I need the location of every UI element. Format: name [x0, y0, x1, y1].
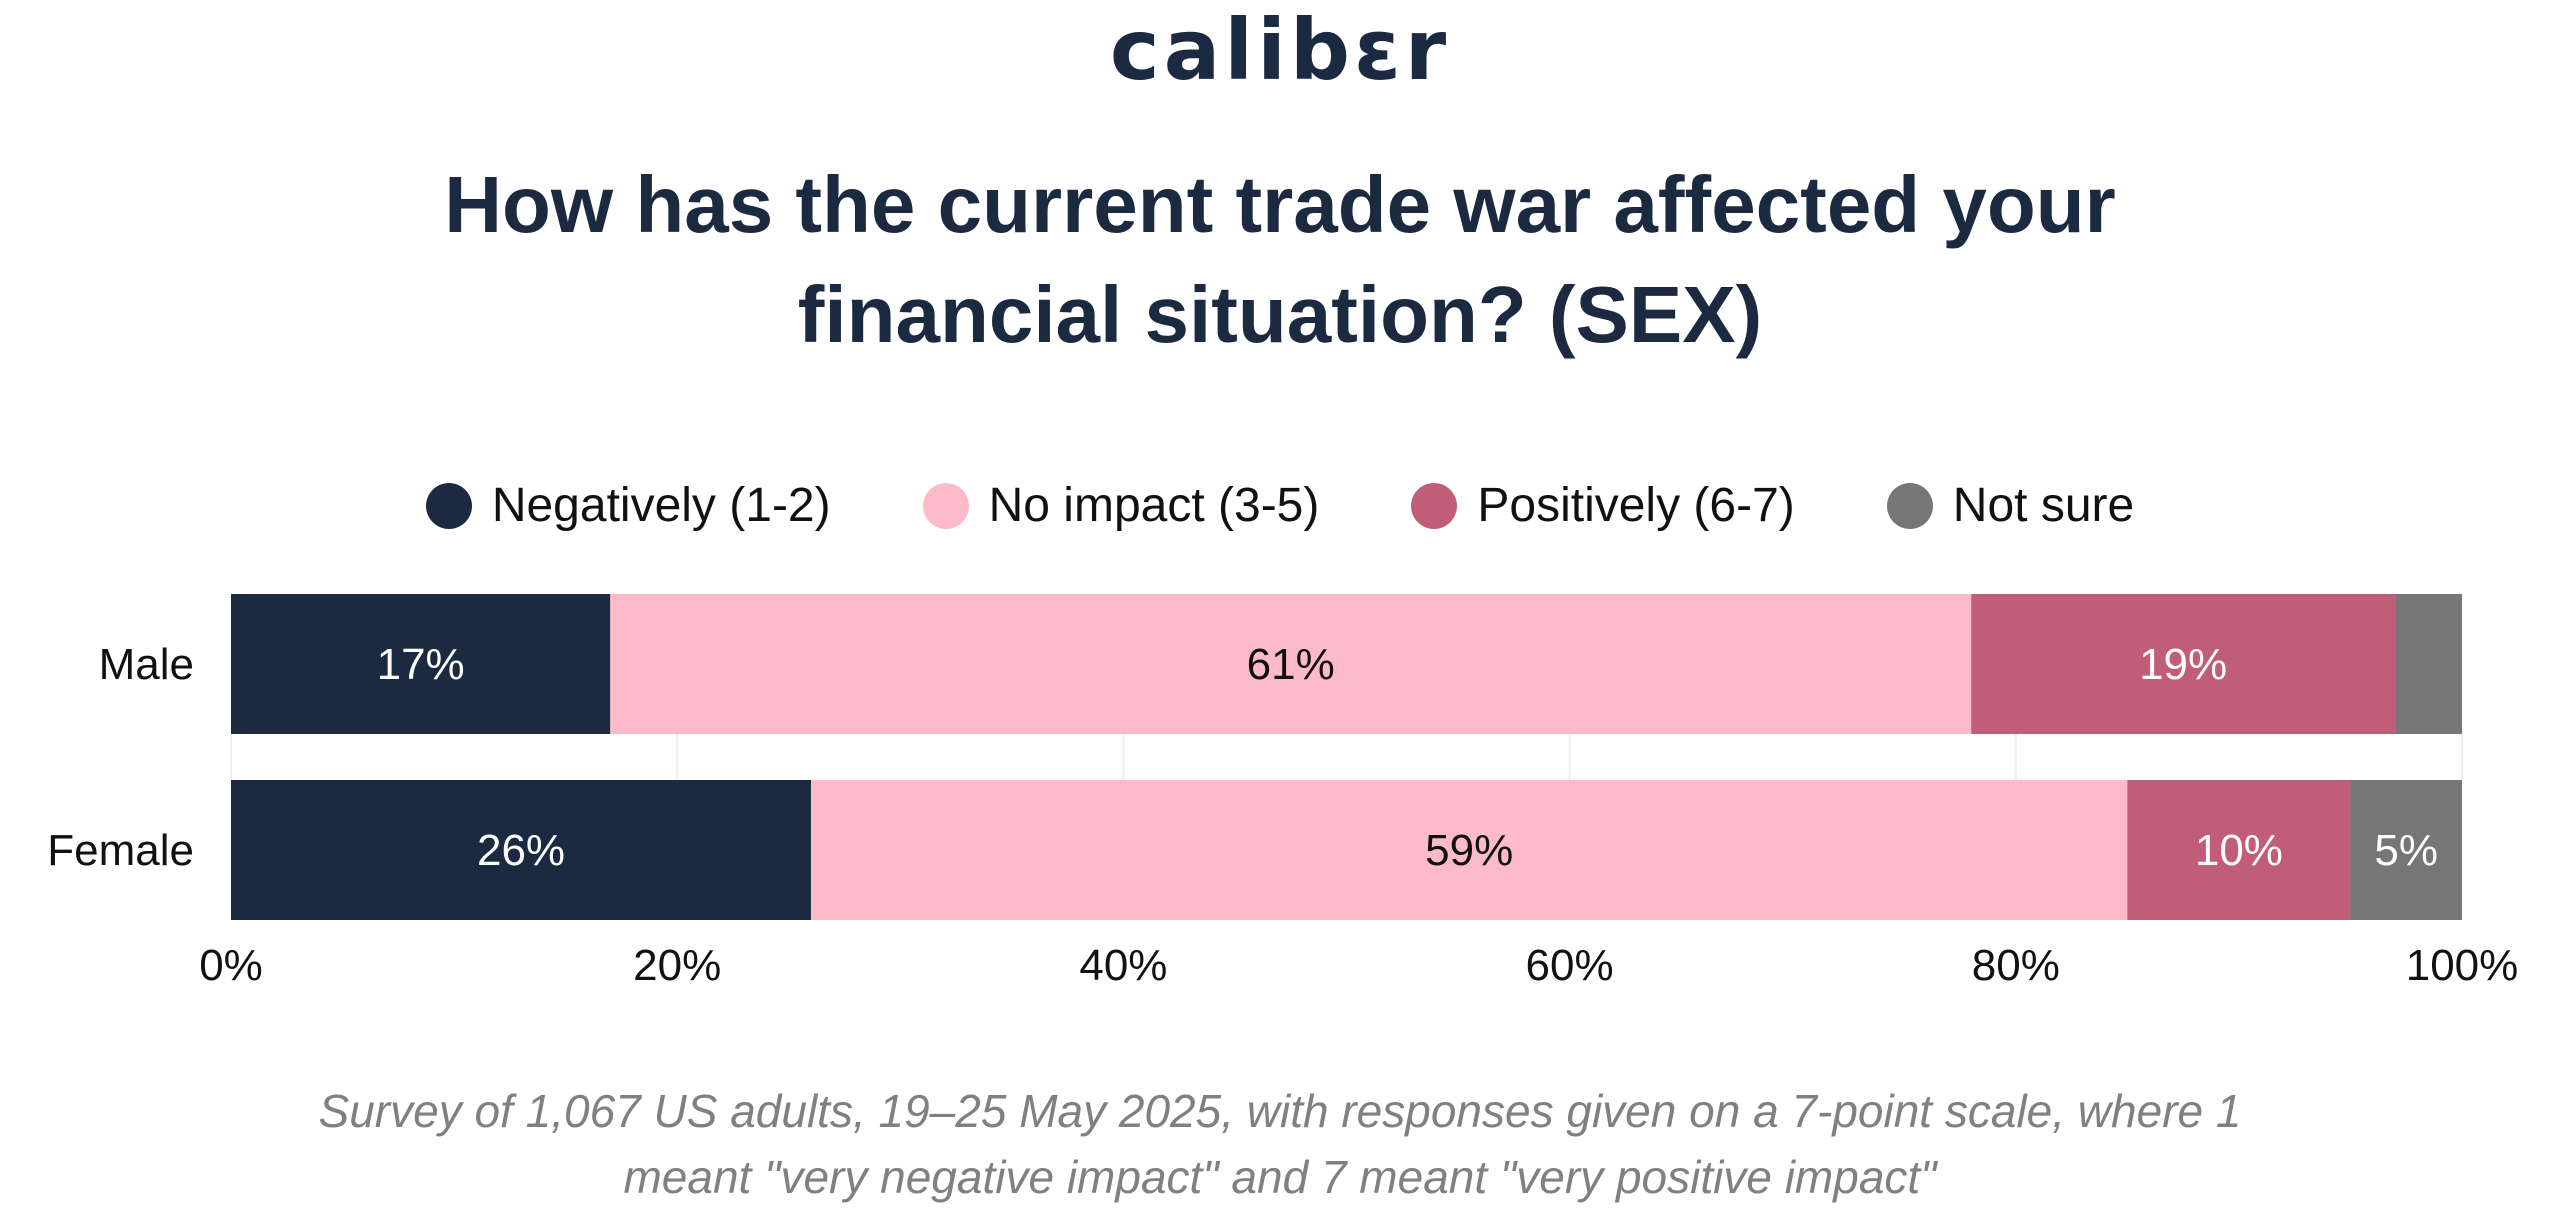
legend-label-negatively: Negatively (1-2): [491, 479, 831, 532]
bar-segment-male-1: [610, 594, 1972, 734]
legend-label-positively: Positively (6-7): [1477, 479, 1795, 532]
bar-segment-male-2: [1971, 594, 2396, 734]
legend-item-not-sure: Not sure: [1886, 478, 2135, 533]
legend-swatch-negatively: [425, 482, 472, 529]
x-tick-label-0: 0%: [199, 941, 263, 990]
x-tick-label-1: 20%: [633, 941, 721, 990]
x-tick-label-4: 80%: [1972, 941, 2060, 990]
x-tick-label-2: 40%: [1079, 941, 1167, 990]
chart-title: How has the current trade war affected y…: [444, 160, 2116, 359]
data-label-male-0: 17%: [377, 640, 465, 689]
chart-caption: Survey of 1,067 US adults, 19–25 May 202…: [318, 1085, 2242, 1203]
chart-legend: Negatively (1-2) No impact (3-5) Positiv…: [0, 478, 2560, 533]
data-label-female-0: 26%: [477, 826, 565, 875]
data-label-female-1: 59%: [1425, 826, 1513, 875]
legend-swatch-not-sure: [1886, 482, 1933, 529]
bar-segment-female-0: [231, 780, 812, 920]
data-label-male-2: 19%: [2139, 640, 2227, 689]
category-label-female: Female: [47, 826, 194, 875]
bar-segment-male-0: [231, 594, 611, 734]
legend-item-positively: Positively (6-7): [1411, 478, 1795, 533]
legend-item-no-impact: No impact (3-5): [922, 478, 1320, 533]
legend-swatch-no-impact: [922, 482, 969, 529]
data-label-female-2: 10%: [2195, 826, 2283, 875]
bar-segment-female-1: [811, 780, 2128, 920]
legend-item-negatively: Negatively (1-2): [425, 478, 831, 533]
bar-segment-male-3: [2395, 594, 2462, 734]
bar-segment-female-2: [2127, 780, 2351, 920]
bar-segment-female-3: [2350, 780, 2462, 920]
x-tick-label-3: 60%: [1526, 941, 1614, 990]
category-label-male: Male: [99, 640, 194, 689]
data-label-female-3: 5%: [2374, 826, 2438, 875]
x-tick-label-5: 100%: [2406, 941, 2519, 990]
data-label-male-1: 61%: [1247, 640, 1335, 689]
brand-logo: calibɛr: [1109, 1, 1451, 99]
legend-label-not-sure: Not sure: [1952, 479, 2135, 532]
legend-swatch-positively: [1411, 482, 1458, 529]
legend-label-no-impact: No impact (3-5): [988, 479, 1320, 532]
